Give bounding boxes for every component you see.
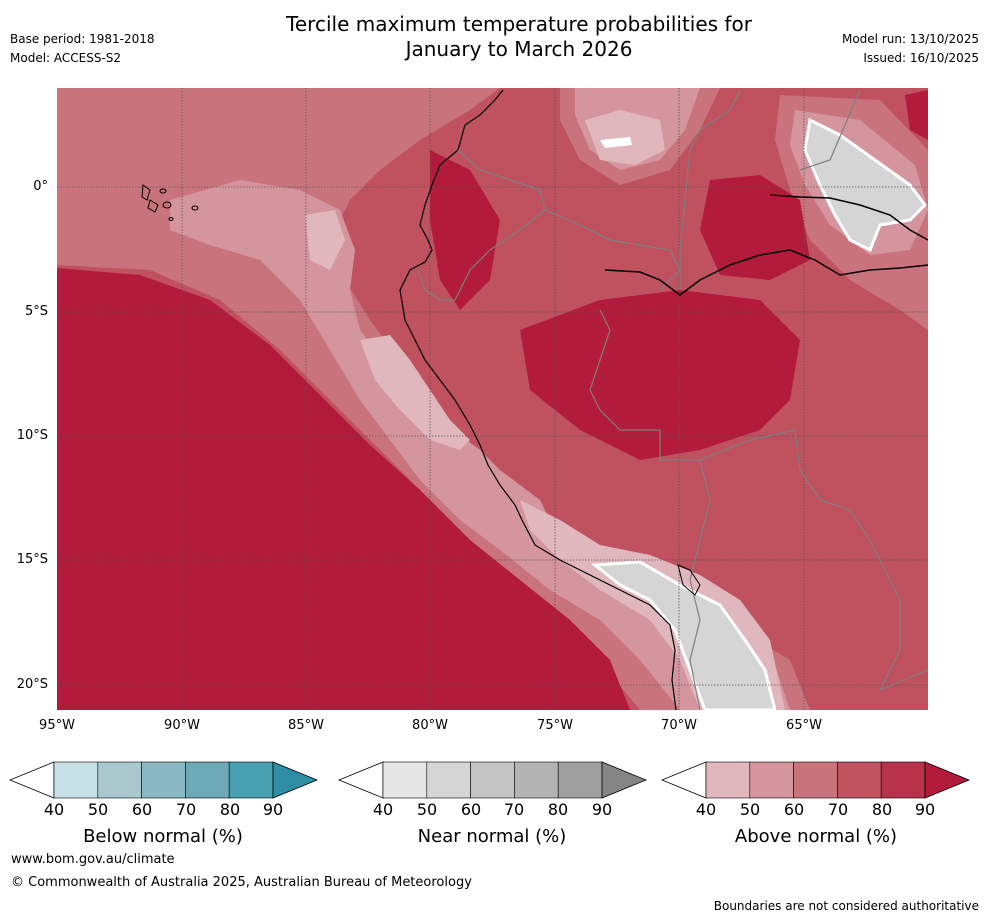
- amazon-river: [604, 194, 928, 296]
- lat-label-10s: 10°S: [16, 428, 48, 443]
- near-tick-60: 60: [460, 800, 482, 819]
- boundaries-disclaimer: Boundaries are not considered authoritat…: [713, 899, 979, 913]
- below-colorbar-swatch: [141, 761, 186, 799]
- above-colorbar-min-arrow: [660, 761, 707, 799]
- near-colorbar-swatch: [557, 761, 603, 799]
- above-normal-title: Above normal (%): [734, 826, 898, 847]
- above-colorbar-swatch: [705, 761, 751, 799]
- above-colorbar-max-arrow: [924, 761, 971, 799]
- website-link[interactable]: www.bom.gov.au/climate: [11, 852, 175, 867]
- country-borders: [417, 89, 928, 710]
- lon-label-95w: 95°W: [39, 718, 75, 733]
- above-tick-60: 60: [783, 800, 805, 819]
- above-80-90-ocean: [57, 268, 630, 710]
- model-run: Model run: 13/10/2025: [841, 32, 979, 46]
- near-colorbar-swatch: [470, 761, 515, 799]
- near-normal-north-blob: [600, 137, 632, 148]
- lon-label-65w: 65°W: [786, 718, 822, 733]
- map-field: [57, 88, 928, 710]
- lake-titicaca: [677, 564, 701, 596]
- chart-title: Tercile maximum temperature probabilitie…: [194, 12, 844, 62]
- near-normal-brazil: [803, 117, 927, 253]
- above-tick-80: 80: [871, 800, 893, 819]
- lat-label-5s: 5°S: [24, 304, 48, 319]
- lat-label-20s: 20°S: [16, 677, 48, 692]
- near-tick-40: 40: [372, 800, 394, 819]
- issued-date: Issued: 16/10/2025: [863, 51, 979, 65]
- model-name: Model: ACCESS-S2: [10, 51, 122, 65]
- graticule: [57, 88, 928, 710]
- above-tick-50: 50: [739, 800, 761, 819]
- title-line-1: Tercile maximum temperature probabilitie…: [286, 12, 752, 36]
- below-colorbar-swatch: [228, 761, 274, 799]
- above-colorbar-swatch: [880, 761, 926, 799]
- base-period: Base period: 1981-2018: [10, 32, 155, 46]
- near-normal-bolivia: [591, 560, 777, 710]
- above-80-90-ne-corner: [905, 90, 928, 140]
- below-tick-90: 90: [262, 800, 284, 819]
- below-normal-title: Below normal (%): [83, 826, 243, 847]
- lon-label-85w: 85°W: [288, 718, 324, 733]
- near-tick-50: 50: [416, 800, 438, 819]
- above-colorbar-swatch: [793, 761, 838, 799]
- above-tick-70: 70: [827, 800, 849, 819]
- lon-label-80w: 80°W: [412, 718, 448, 733]
- lat-label-15s: 15°S: [16, 552, 48, 567]
- near-colorbar-min-arrow: [337, 761, 384, 799]
- below-colorbar-swatch: [97, 761, 142, 799]
- below-tick-60: 60: [131, 800, 153, 819]
- near-colorbar-swatch: [514, 761, 559, 799]
- below-colorbar-min-arrow: [8, 761, 55, 799]
- galapagos-islands: [141, 184, 199, 221]
- lat-label-0: 0°: [33, 179, 48, 194]
- lon-label-75w: 75°W: [537, 718, 573, 733]
- near-colorbar-swatch: [426, 761, 471, 799]
- lon-label-70w: 70°W: [661, 718, 697, 733]
- above-40-50-coast: [360, 335, 470, 450]
- near-colorbar-swatch: [382, 761, 428, 799]
- near-tick-80: 80: [547, 800, 569, 819]
- near-tick-70: 70: [503, 800, 525, 819]
- above-80-90-amazon: [430, 150, 500, 310]
- below-colorbar-max-arrow: [272, 761, 319, 799]
- below-tick-70: 70: [175, 800, 197, 819]
- coastline: [399, 89, 677, 710]
- title-line-2: January to March 2026: [405, 37, 633, 61]
- above-80-90-peru-east: [520, 290, 800, 460]
- below-colorbar-swatch: [53, 761, 99, 799]
- below-tick-50: 50: [87, 800, 109, 819]
- above-tick-90: 90: [914, 800, 936, 819]
- lon-label-90w: 90°W: [164, 718, 200, 733]
- above-40-50-west: [305, 210, 345, 270]
- copyright-text: © Commonwealth of Australia 2025, Austra…: [11, 875, 472, 890]
- below-tick-40: 40: [43, 800, 65, 819]
- above-80-90-brazil-north: [700, 175, 810, 280]
- above-colorbar-swatch: [837, 761, 882, 799]
- near-colorbar-max-arrow: [601, 761, 648, 799]
- colorbars: [8, 761, 971, 799]
- above-tick-40: 40: [695, 800, 717, 819]
- near-tick-90: 90: [591, 800, 613, 819]
- above-colorbar-swatch: [749, 761, 794, 799]
- below-tick-80: 80: [219, 800, 241, 819]
- below-colorbar-swatch: [185, 761, 230, 799]
- near-normal-title: Near normal (%): [417, 826, 567, 847]
